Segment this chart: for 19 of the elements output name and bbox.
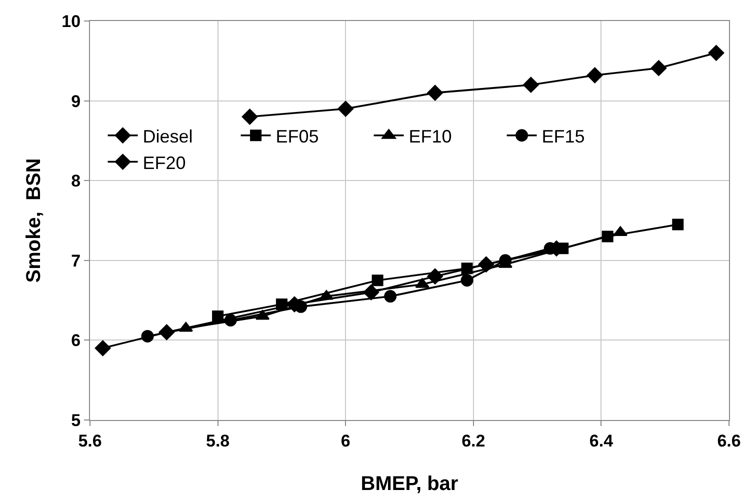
x-tick-label: 6.2 (462, 431, 486, 450)
x-tick-label: 6 (340, 431, 350, 450)
x-tick-label: 6.6 (717, 431, 741, 450)
y-tick-label: 5 (71, 410, 81, 430)
x-tick-label: 5.6 (78, 431, 102, 450)
legend-label: EF15 (542, 126, 585, 146)
legend-label: EF10 (408, 126, 452, 146)
x-axis-title: BMEP, bar (360, 473, 458, 495)
y-tick-label: 7 (71, 251, 81, 270)
y-tick-label: 8 (71, 172, 81, 191)
y-tick-label: 10 (62, 12, 81, 31)
legend-label: EF20 (142, 152, 186, 173)
legend-label: EF05 (276, 126, 319, 146)
y-tick-label: 9 (71, 92, 81, 111)
legend-label: Diesel (142, 126, 193, 146)
x-tick-label: 6.4 (589, 431, 614, 450)
y-tick-label: 6 (71, 331, 81, 350)
x-tick-label: 5.8 (206, 431, 230, 450)
y-axis-title: Smoke, BSN (23, 158, 45, 283)
